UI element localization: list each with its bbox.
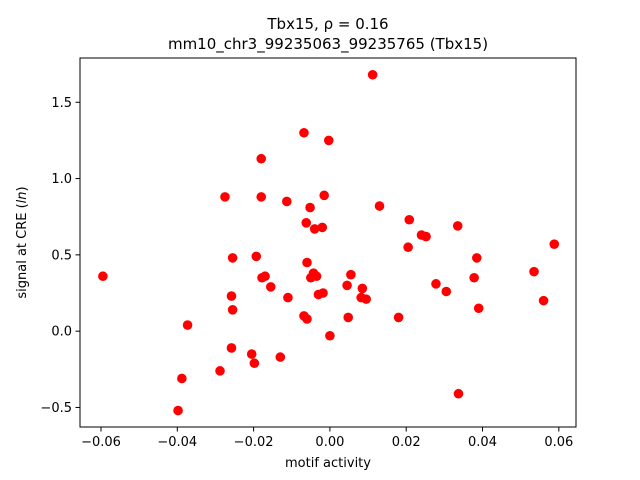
data-point [220,192,230,202]
data-point [318,288,328,298]
data-point [538,295,549,306]
data-point [260,271,270,282]
data-point [215,366,225,376]
y-tick-label: −0.5 [40,401,72,416]
x-axis-label: motif activity [285,456,371,471]
y-tick-label: 0.0 [51,325,72,340]
plot-frame [79,57,577,428]
data-point [403,242,413,253]
data-point [256,153,267,164]
x-tick-label: 0.04 [468,435,497,450]
data-point [319,190,329,201]
data-point [305,202,315,213]
data-point [472,253,482,263]
x-tick-label: −0.06 [81,435,121,450]
y-tick-label: 0.5 [51,248,72,263]
data-point [182,320,193,330]
data-point [302,257,312,268]
x-tick-label: 0.00 [315,435,344,450]
data-point [346,269,356,280]
data-point [251,251,262,262]
points-layer [98,69,560,416]
data-point [357,283,368,294]
data-point [473,303,484,314]
data-point [281,196,292,207]
data-point [441,286,452,297]
data-point [283,292,293,303]
data-point [453,388,464,399]
data-point [343,312,354,323]
x-axis: −0.06 −0.04 −0.02 0.00 0.02 0.04 0.06 [81,427,573,450]
chart-title-line2: mm10_chr3_99235063_99235765 (Tbx15) [168,35,488,54]
data-point [227,305,238,315]
data-point [325,330,335,341]
data-point [226,343,237,353]
data-point [249,358,260,369]
data-point [361,294,371,304]
x-tick-label: −0.04 [157,435,197,450]
data-point [265,282,276,292]
data-point [469,272,479,283]
y-axis-label: signal at CRE (ln) [15,186,30,298]
data-point [226,291,237,301]
data-point [275,352,286,362]
y-tick-label: 1.0 [51,172,72,187]
data-point [317,222,328,233]
data-point [549,239,560,249]
data-point [374,201,385,211]
data-point [431,279,441,289]
data-point [367,69,378,80]
x-tick-label: 0.06 [544,435,573,450]
data-point [227,253,238,263]
data-point [421,231,431,242]
data-point [393,312,404,323]
data-point [452,221,463,231]
data-point [246,349,257,359]
data-point [309,224,320,234]
data-point [173,405,183,416]
data-point [301,218,312,228]
data-point [529,266,539,277]
y-axis: −0.5 0.0 0.5 1.0 1.5 [40,96,80,416]
data-point [98,271,108,282]
data-point [299,127,309,138]
data-point [177,373,187,384]
x-tick-label: −0.02 [234,435,274,450]
data-point [311,271,322,282]
data-point [342,280,352,291]
data-point [302,314,312,324]
data-point [256,192,267,202]
data-point [323,135,334,146]
data-point [404,214,415,225]
y-tick-label: 1.5 [51,96,72,111]
x-tick-label: 0.02 [392,435,421,450]
chart-title-line1: Tbx15, ρ = 0.16 [266,15,388,33]
